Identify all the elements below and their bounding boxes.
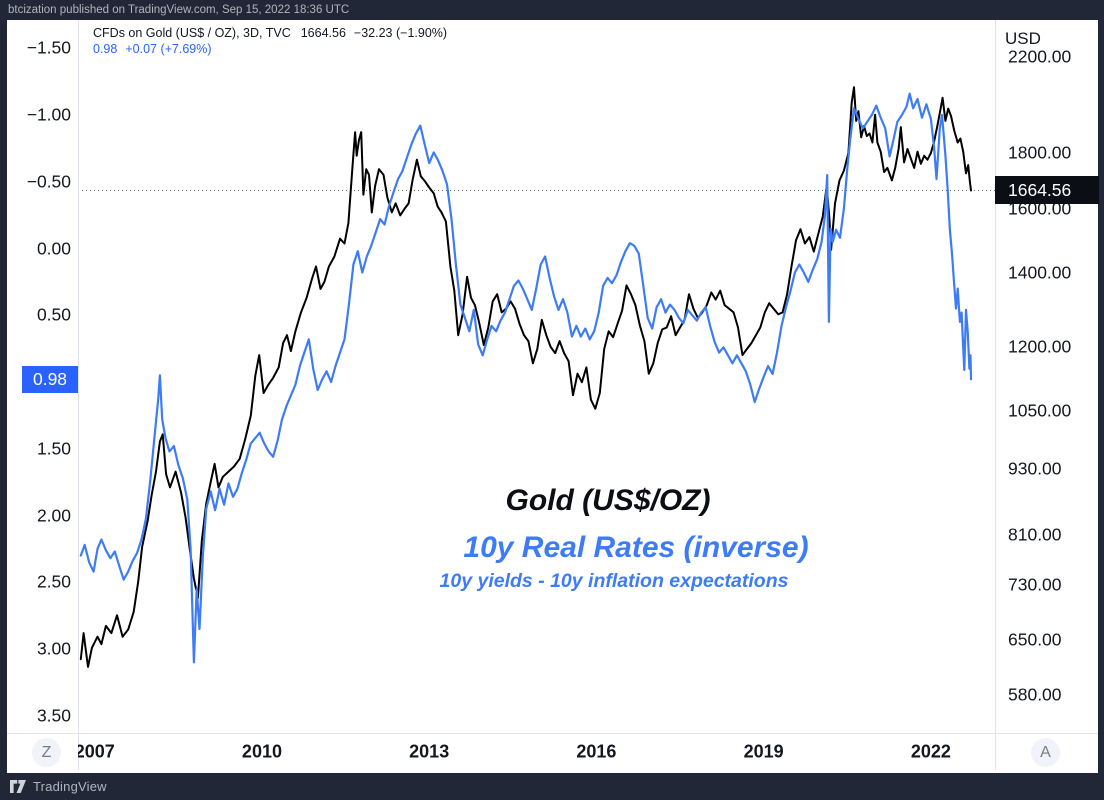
gold-last-price-badge: 1664.56	[995, 176, 1099, 205]
right-axis-tick: 730.00	[1008, 574, 1062, 595]
footer-bar: TradingView	[0, 773, 1104, 800]
chart-panel	[7, 20, 1098, 773]
gold-line-series	[79, 86, 972, 668]
legend-main-row[interactable]: CFDs on Gold (US$ / OZ), 3D, TVC 1664.56−…	[93, 26, 447, 41]
rates-last-value-badge: 0.98	[22, 365, 78, 393]
legend-study-row[interactable]: 0.98 +0.07 (+7.69%)	[93, 42, 447, 57]
left-axis-tick: 1.50	[36, 438, 71, 459]
time-scale-z-button[interactable]: Z	[32, 738, 61, 767]
real-rates-annotation: 10y Real Rates (inverse)	[463, 531, 809, 564]
time-axis-tick: 2019	[743, 741, 784, 762]
right-axis-tick: 650.00	[1008, 629, 1062, 650]
time-scale-border	[7, 733, 1098, 734]
left-axis-tick: 2.00	[36, 505, 71, 525]
right-axis-tick: 580.00	[1008, 684, 1062, 705]
footer-brand-text: TradingView	[33, 779, 107, 794]
chart-legend[interactable]: CFDs on Gold (US$ / OZ), 3D, TVC 1664.56−…	[93, 26, 447, 57]
gold-series-annotation: Gold (US$/OZ)	[505, 484, 711, 517]
time-axis-tick: 2007	[78, 741, 115, 762]
time-axis-tick: 2013	[409, 741, 450, 762]
right-axis-tick: 2200.00	[1008, 46, 1072, 67]
time-axis-tick: 2022	[910, 741, 951, 762]
time-axis-tick: 2010	[241, 741, 282, 762]
price-scale-auto-button[interactable]: A	[1031, 738, 1060, 767]
left-axis-tick: 2.50	[36, 571, 71, 592]
tradingview-logo-icon	[10, 780, 26, 793]
right-scale-currency-label: USD	[1005, 29, 1041, 48]
legend-study-value: 0.98	[93, 42, 118, 56]
right-axis-tick: 930.00	[1008, 458, 1062, 479]
left-axis-tick: 0.50	[36, 304, 71, 325]
legend-study-change: +0.07 (+7.69%)	[125, 42, 212, 56]
price-chart-plot[interactable]	[78, 20, 995, 733]
legend-price-change: −32.23 (−1.90%)	[353, 26, 448, 40]
real-rates-sub-annotation: 10y yields - 10y inflation expectations	[439, 570, 789, 592]
left-scale-border	[78, 20, 79, 770]
attribution-bar: btcization published on TradingView.com,…	[0, 0, 1104, 20]
real-rates-line-series	[79, 92, 973, 664]
left-axis-tick: −1.00	[26, 104, 71, 125]
right-scale-border	[995, 20, 996, 770]
left-axis-tick: 3.50	[36, 705, 71, 726]
legend-last-price: 1664.56	[300, 26, 346, 40]
attribution-text: btcization published on TradingView.com,…	[8, 4, 350, 16]
left-axis-tick: 0.00	[36, 238, 71, 258]
time-axis-tick: 2016	[576, 741, 617, 762]
right-axis-tick: 810.00	[1008, 524, 1062, 545]
left-axis-tick: 3.00	[36, 638, 71, 659]
left-axis-tick: −0.50	[26, 171, 71, 192]
right-axis-tick: 1400.00	[1008, 262, 1072, 283]
right-axis-tick: 1050.00	[1008, 400, 1072, 421]
left-axis-tick: −1.50	[26, 37, 71, 58]
right-axis-tick: 1200.00	[1008, 336, 1072, 357]
time-scale[interactable]: 2007 2010 2013 2016 2019 2022	[78, 734, 995, 770]
right-axis-tick: 1800.00	[1008, 142, 1072, 163]
legend-symbol-title[interactable]: CFDs on Gold (US$ / OZ), 3D, TVC	[93, 26, 291, 40]
